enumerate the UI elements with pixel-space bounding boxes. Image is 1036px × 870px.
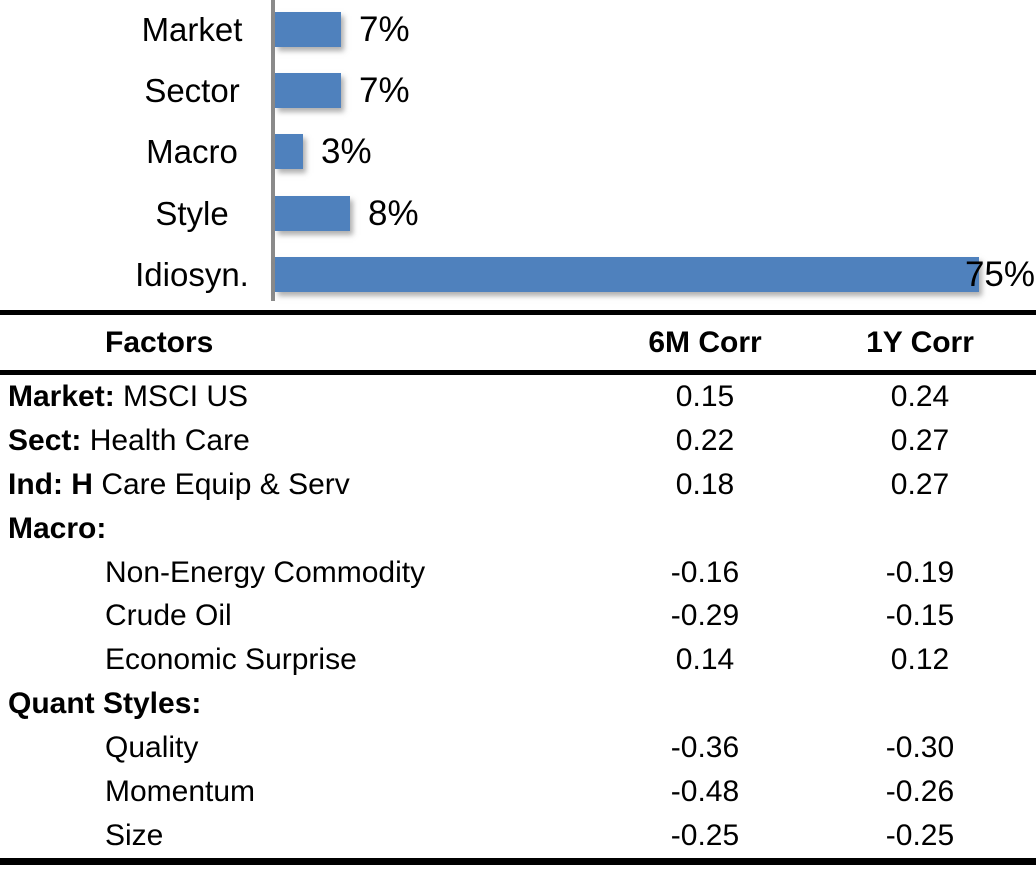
factor-label-text: MSCI US — [114, 379, 249, 413]
factor-label: Economic Surprise — [0, 643, 606, 677]
table-row: Economic Surprise 0.14 0.12 — [0, 638, 1036, 682]
table-row: Market: MSCI US 0.15 0.24 — [0, 375, 1036, 419]
risk-contribution-bar-chart: Market 7% Sector 7% Macro 3% Style 8% Idiosyn. 75… — [0, 0, 1036, 308]
value-1y-corr: -0.30 — [885, 731, 955, 765]
bar — [275, 134, 303, 169]
factor-label-text: Health Care — [81, 423, 250, 457]
factor-label-bold-prefix: Macro: — [8, 511, 107, 545]
header-6m-corr: 6M Corr — [648, 325, 762, 359]
bar-value-label: 8% — [368, 194, 419, 233]
factor-label-text: Quality — [105, 731, 199, 765]
factor-label-bold-prefix: Ind: H — [8, 467, 93, 501]
bar-value-label: 75% — [964, 255, 1035, 294]
value-6m-corr: 0.18 — [675, 467, 735, 501]
category-label: Idiosyn. — [135, 256, 249, 293]
chart-axis-line — [271, 0, 275, 301]
value-6m-corr: -0.29 — [670, 599, 740, 633]
factor-label-text: Economic Surprise — [105, 643, 357, 677]
table-row: Macro: — [0, 507, 1036, 551]
table-row: Momentum -0.48 -0.26 — [0, 770, 1036, 814]
factor-label: Market: MSCI US — [0, 380, 606, 414]
category-label: Style — [155, 195, 229, 232]
header-1y-corr: 1Y Corr — [866, 325, 974, 359]
value-1y-corr: 0.27 — [890, 467, 950, 501]
table-row: Non-Energy Commodity -0.16 -0.19 — [0, 551, 1036, 595]
bar-value-label: 3% — [321, 132, 372, 171]
factor-label-text: Momentum — [105, 774, 256, 808]
value-6m-corr: 0.22 — [675, 423, 735, 457]
table-row: Size -0.25 -0.25 — [0, 814, 1036, 858]
factor-label-text: Non-Energy Commodity — [105, 555, 426, 589]
table-row: Quant Styles: — [0, 682, 1036, 726]
factor-label: Non-Energy Commodity — [0, 556, 606, 590]
table-header-row: Factors 6M Corr 1Y Corr — [0, 310, 1036, 375]
factor-label: Sect: Health Care — [0, 424, 606, 458]
factor-label-text: Care Equip & Serv — [92, 467, 350, 501]
value-1y-corr: -0.26 — [885, 774, 955, 808]
factor-label: Quant Styles: — [0, 687, 606, 721]
value-6m-corr: 0.15 — [675, 379, 735, 413]
value-1y-corr: 0.27 — [890, 423, 950, 457]
value-6m-corr: -0.16 — [670, 555, 740, 589]
factor-label-text: Crude Oil — [105, 599, 232, 633]
factor-label: Macro: — [0, 512, 606, 546]
value-6m-corr: -0.48 — [670, 774, 740, 808]
table-row: Sect: Health Care 0.22 0.27 — [0, 419, 1036, 463]
value-1y-corr: 0.12 — [890, 643, 950, 677]
table-row: Quality -0.36 -0.30 — [0, 726, 1036, 770]
bar — [275, 73, 341, 108]
factor-label: Crude Oil — [0, 599, 606, 633]
factor-label-bold-prefix: Quant Styles: — [8, 687, 202, 721]
value-1y-corr: -0.25 — [885, 818, 955, 852]
bar-value-label: 7% — [359, 71, 410, 110]
factor-label: Ind: H Care Equip & Serv — [0, 468, 606, 502]
factor-label-text: Size — [105, 818, 164, 852]
table-body: Market: MSCI US 0.15 0.24 Sect: Health Care… — [0, 375, 1036, 865]
value-6m-corr: -0.25 — [670, 818, 740, 852]
table-row: Ind: H Care Equip & Serv 0.18 0.27 — [0, 463, 1036, 507]
value-1y-corr: 0.24 — [890, 379, 950, 413]
factor-correlation-table: Factors 6M Corr 1Y Corr Market: MSCI US 0… — [0, 310, 1036, 865]
category-label: Market — [141, 11, 243, 48]
bar-value-label: 7% — [359, 10, 410, 49]
bar — [275, 12, 341, 47]
category-label: Sector — [144, 72, 240, 109]
category-label: Macro — [146, 133, 238, 170]
bar — [275, 196, 350, 231]
value-1y-corr: -0.15 — [885, 599, 955, 633]
value-1y-corr: -0.19 — [885, 555, 955, 589]
value-6m-corr: -0.36 — [670, 731, 740, 765]
header-factors: Factors — [105, 325, 214, 359]
factor-label: Size — [0, 819, 606, 853]
value-6m-corr: 0.14 — [675, 643, 735, 677]
table-row: Crude Oil -0.29 -0.15 — [0, 594, 1036, 638]
bar — [275, 257, 979, 292]
factor-label-bold-prefix: Market: — [8, 379, 115, 413]
factor-label: Quality — [0, 731, 606, 765]
factor-label-bold-prefix: Sect: — [8, 423, 82, 457]
factor-label: Momentum — [0, 775, 606, 809]
